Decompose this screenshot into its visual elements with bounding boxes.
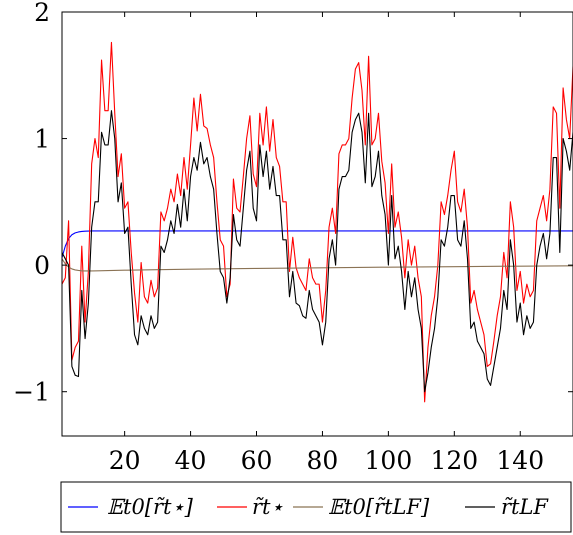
plot-frame [61, 11, 573, 437]
x-tick-label-140: 140 [496, 446, 544, 475]
x-tick-label-40: 40 [175, 446, 207, 475]
x-tick-label-120: 120 [430, 446, 478, 475]
x-tick-label-60: 60 [241, 446, 273, 475]
y-tick-label-0: −1 [13, 378, 50, 407]
series-line-2 [62, 41, 573, 403]
legend-label-3: 𝔼t0[r̃tLF] [328, 495, 430, 519]
axes-layer: 20 40 60 80 100 120 140 −1 0 1 2 [13, 0, 573, 475]
legend: 𝔼t0[r̃t⋆] r̃t⋆ 𝔼t0[r̃tLF] r̃tLF [60, 481, 572, 533]
y-tick-label-1: 0 [34, 251, 50, 280]
x-tick-label-20: 20 [109, 446, 141, 475]
series-line-3 [62, 258, 573, 272]
x-tick-label-80: 80 [307, 446, 339, 475]
legend-label-1: 𝔼t0[r̃t⋆] [107, 495, 194, 519]
legend-label-4: r̃tLF [501, 495, 549, 519]
series-line-4 [62, 110, 573, 393]
series-layer [62, 41, 573, 403]
x-tick-label-100: 100 [365, 446, 413, 475]
y-tick-label-2: 1 [34, 125, 50, 154]
legend-label-2: r̃t⋆ [252, 495, 284, 519]
y-tick-label-3: 2 [34, 0, 50, 27]
